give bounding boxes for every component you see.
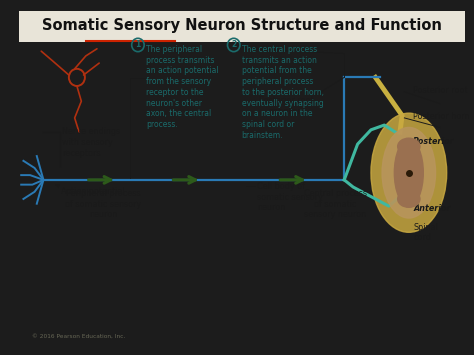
Text: The central process
transmits an action
potential from the
peripheral process
to: The central process transmits an action …: [242, 45, 324, 140]
Text: Posterior horn: Posterior horn: [413, 113, 470, 121]
Text: 1: 1: [135, 40, 141, 49]
Text: Anterior: Anterior: [413, 204, 451, 213]
Text: 2: 2: [231, 40, 237, 49]
Text: Action potential: Action potential: [61, 187, 125, 196]
Text: Posterior: Posterior: [413, 137, 455, 146]
Text: Spinal
cord: Spinal cord: [413, 223, 438, 242]
Ellipse shape: [398, 191, 420, 207]
Ellipse shape: [382, 127, 436, 218]
Text: The peripheral
process transmits
an action potential
from the sensory
receptor t: The peripheral process transmits an acti…: [146, 45, 219, 129]
Text: Central process
of somatic
sensory neuron: Central process of somatic sensory neuro…: [304, 190, 367, 219]
Text: Somatic Sensory Neuron Structure and Function: Somatic Sensory Neuron Structure and Fun…: [42, 18, 442, 33]
Text: Nerve endings
with sensory
receptors: Nerve endings with sensory receptors: [62, 127, 120, 158]
Text: Posterior root
ganglion: Posterior root ganglion: [259, 97, 314, 116]
Text: Cell body of
somatic sensory
neuron: Cell body of somatic sensory neuron: [257, 182, 323, 212]
Text: Peripheral process
of somatic sensory
neuron: Peripheral process of somatic sensory ne…: [65, 190, 142, 219]
FancyBboxPatch shape: [19, 11, 465, 42]
Text: Posterior root: Posterior root: [413, 86, 468, 95]
Ellipse shape: [371, 113, 447, 232]
Text: © 2016 Pearson Education, Inc.: © 2016 Pearson Education, Inc.: [32, 334, 126, 339]
Ellipse shape: [398, 138, 420, 155]
Ellipse shape: [394, 140, 423, 206]
